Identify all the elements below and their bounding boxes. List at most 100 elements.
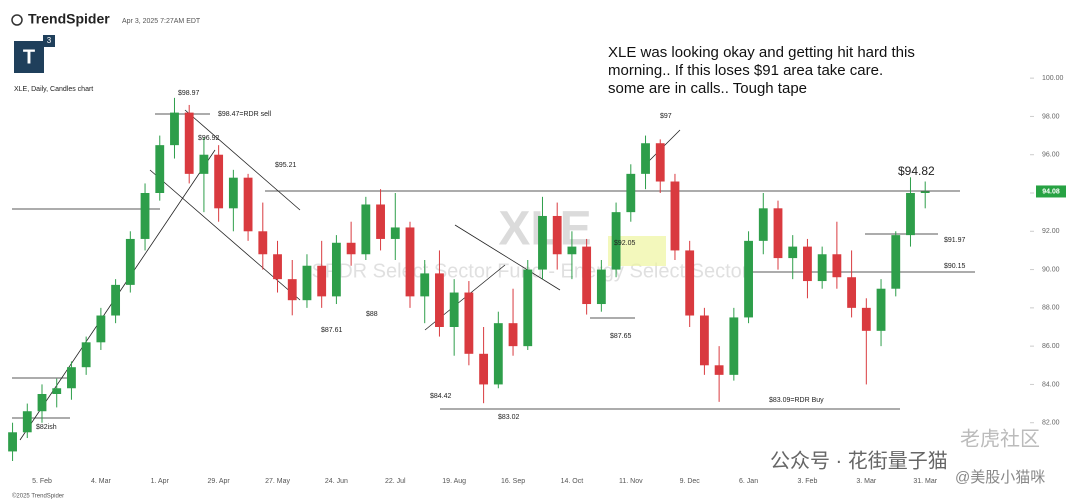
candle-body — [184, 112, 194, 174]
comment-line: XLE was looking okay and getting hit har… — [608, 44, 915, 61]
candle-body — [214, 154, 224, 209]
candle-body — [287, 279, 297, 301]
annotation-line — [184, 109, 301, 211]
brand: TrendSpider — [28, 11, 110, 27]
logo-sup: 3 — [47, 36, 52, 45]
y-tick-label: 92.00 — [1042, 228, 1060, 235]
annotation: $87.65 — [610, 333, 632, 340]
y-tick-label: 82.00 — [1042, 420, 1060, 427]
candle-body — [714, 365, 724, 375]
candle-body — [508, 323, 518, 347]
candle-body — [302, 265, 312, 301]
x-tick-label: 16. Sep — [501, 478, 525, 485]
candle-body — [641, 143, 650, 174]
annotation: $95.21 — [275, 162, 297, 169]
candle-body — [111, 284, 121, 316]
candle-body — [552, 215, 562, 255]
x-tick-label: 9. Dec — [680, 478, 701, 485]
candle-body — [567, 246, 577, 255]
annotation: $83.09=RDR Buy — [769, 397, 824, 404]
candle-body — [744, 240, 753, 318]
candle-body — [170, 112, 179, 146]
candle-body — [817, 254, 827, 282]
x-tick-label: 4. Mar — [91, 478, 112, 485]
candle-body — [773, 208, 783, 259]
x-tick-label: 11. Nov — [619, 478, 643, 485]
candle-body — [420, 273, 430, 297]
candle-body — [317, 265, 327, 297]
candle-body — [655, 143, 665, 182]
candle-body — [125, 238, 135, 285]
candle-body — [346, 242, 356, 255]
candle-body — [331, 242, 341, 297]
candle-body — [891, 235, 901, 289]
annotation: $84.42 — [430, 393, 452, 400]
candle-body — [832, 254, 842, 278]
annotation: $97 — [660, 113, 672, 120]
candle-body — [670, 181, 680, 251]
candle-body — [699, 315, 709, 366]
annotation: $82ish — [36, 424, 57, 431]
watermark-cn: 公众号 · 花街量子猫 — [770, 449, 948, 472]
candle-body — [8, 432, 17, 452]
candle-body — [861, 307, 871, 331]
annotation: $96.92 — [198, 135, 220, 142]
candle-body — [140, 193, 150, 239]
candle-body — [67, 367, 76, 389]
annotation: $91.97 — [944, 237, 966, 244]
candle-body — [390, 227, 400, 239]
candle-body — [37, 394, 47, 412]
x-tick-label: 14. Oct — [561, 478, 584, 485]
y-tick-label: 86.00 — [1042, 343, 1060, 350]
candle-body — [611, 212, 621, 270]
candle-body — [538, 215, 547, 270]
x-tick-label: 1. Apr — [151, 478, 170, 485]
candle-body — [876, 288, 886, 331]
y-tick-label: 96.00 — [1042, 152, 1060, 159]
x-tick-label: 29. Apr — [208, 478, 231, 485]
last-price-label: 94.08 — [1042, 188, 1060, 195]
x-tick-label: 19. Aug — [442, 478, 466, 485]
logo-box — [14, 41, 44, 73]
candle-body — [847, 277, 857, 308]
annotation: $87.61 — [321, 327, 343, 334]
annotation: $98.97 — [178, 90, 200, 97]
candle-body — [685, 250, 695, 316]
annotation: $83.02 — [498, 414, 520, 421]
x-tick-label: 3. Feb — [798, 478, 818, 485]
y-tick-label: 88.00 — [1042, 305, 1060, 312]
candle-body — [582, 246, 592, 305]
candle-body — [273, 254, 282, 280]
y-tick-label: 84.00 — [1042, 381, 1060, 388]
logo-sup-box — [43, 35, 55, 47]
x-tick-label: 24. Jun — [325, 478, 348, 485]
candle-body — [155, 145, 165, 193]
candle-body — [376, 204, 385, 239]
y-tick-label: 90.00 — [1042, 266, 1060, 273]
candle-body — [788, 246, 798, 259]
candle-body — [729, 317, 739, 375]
candle-body — [243, 177, 253, 232]
candle-body — [22, 411, 32, 433]
candle-body — [81, 342, 91, 368]
candle-body — [803, 246, 812, 282]
candle-body — [405, 227, 415, 297]
x-tick-label: 27. May — [265, 478, 290, 485]
watermark-cn: @美股小猫咪 — [955, 469, 1045, 486]
annotation: $92.05 — [614, 240, 636, 247]
candle-body — [920, 191, 930, 193]
comment: XLE was looking okay and getting hit har… — [608, 44, 915, 97]
candle-body — [228, 177, 238, 209]
annotation: $98.47=RDR sell — [218, 111, 272, 118]
candle-body — [258, 231, 268, 255]
x-tick-label: 3. Mar — [856, 478, 877, 485]
annotation-line — [454, 224, 561, 291]
candle-body — [449, 292, 459, 327]
x-tick-label: 22. Jul — [385, 478, 406, 485]
plot: 82.0084.0086.0088.0090.0092.0094.0096.00… — [8, 75, 1066, 485]
candle-body — [199, 154, 209, 174]
candle-body — [626, 173, 636, 213]
candle-body — [493, 323, 503, 385]
candle-body — [523, 269, 533, 347]
